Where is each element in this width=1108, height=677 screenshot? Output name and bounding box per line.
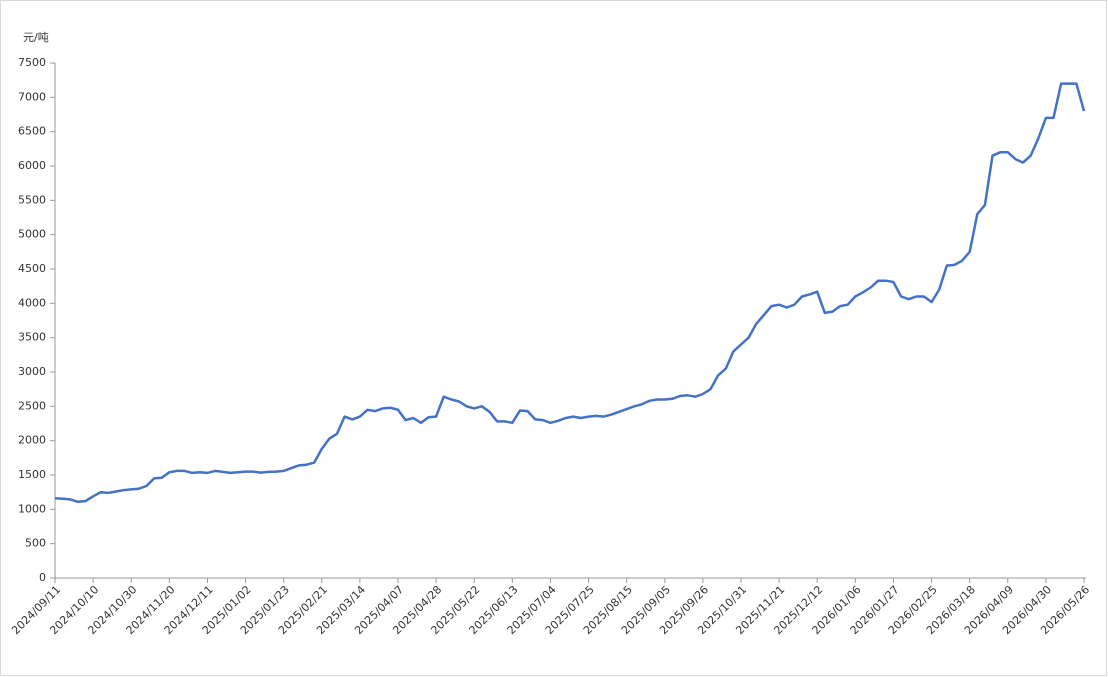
line-series: [54, 82, 1086, 504]
y-tick-label: 7000: [18, 90, 46, 103]
y-tick-label: 3000: [18, 365, 46, 378]
y-tick-label: 6000: [18, 159, 46, 172]
y-tick-label: 2500: [18, 399, 46, 412]
y-tick-label: 3500: [18, 331, 46, 344]
y-axis-label: 元/吨: [23, 31, 49, 44]
y-tick-label: 5000: [18, 228, 46, 241]
y-tick-label: 4500: [18, 262, 46, 275]
y-tick-label: 4000: [18, 296, 46, 309]
y-tick-label: 5500: [18, 193, 46, 206]
y-tick-label: 1000: [18, 502, 46, 515]
y-tick-label: 7500: [18, 56, 46, 69]
y-tick-label: 0: [39, 571, 46, 584]
y-tick-label: 6500: [18, 125, 46, 138]
y-tick-label: 2000: [18, 434, 46, 447]
y-tick-label: 500: [25, 537, 46, 550]
y-tick-label: 1500: [18, 468, 46, 481]
